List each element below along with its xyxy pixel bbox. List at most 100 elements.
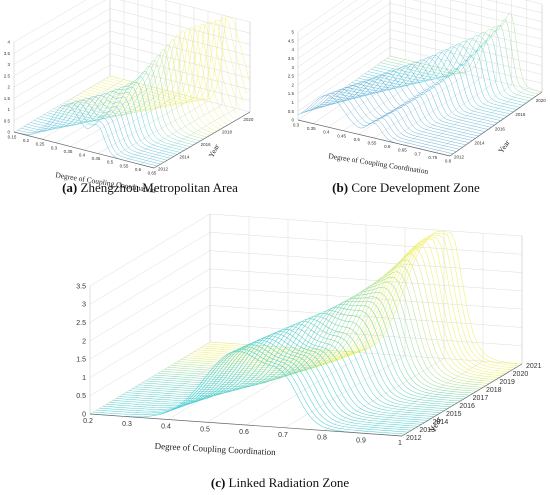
plot-group: 0.2 0.3 0.4 0.5 0.6 0.7 0.8 0.9 1201220132014201… [76,213,542,457]
surface-curve [135,318,448,410]
caption-c-text: Linked Radiation Zone [225,475,350,490]
grid-line [297,0,370,50]
caption-a-text: Zhengzhou Metropolitan Area [77,180,238,195]
surface-curve [102,342,416,429]
grid-line [89,250,211,323]
x-tick-label: 0.45 [337,133,346,138]
back-walls [89,213,523,437]
x-tick-label: 0.3 [51,145,58,150]
surface-curve [351,59,504,119]
z-tick-label: 3 [291,65,294,70]
grid-line [313,59,406,124]
z-tick-label: 0.5 [4,118,11,123]
x-tick-label: 0.4 [161,424,171,431]
surface-curve [304,91,457,152]
z-tick-label: 4.5 [288,38,295,43]
surface-curve [43,86,184,151]
surface-curve [355,57,508,117]
caption-b-letter: (b) [332,180,349,195]
z-tick-label: 2 [82,338,86,345]
x-axis-line [89,413,403,437]
x-tick-label: 0.6 [239,429,249,436]
y-axis-line [401,363,523,437]
grid-line [297,2,391,68]
surface-curve [128,323,441,413]
grid-line [13,42,111,99]
y-tick-label: 2019 [499,379,515,386]
y-tick-label: 2012 [158,167,169,172]
plot-group: 0.150.20.250.30.350.40.450.50.550.60.652… [4,0,254,195]
z-tick-label: 2.5 [4,73,11,78]
grid-line [297,0,345,33]
grid-line [125,104,223,162]
grid-line [297,11,391,77]
y-tick-label: 2014 [179,154,190,159]
surface-curve [80,30,221,130]
surface-curve [63,54,204,140]
grid-line [328,62,421,128]
grid-line [89,268,211,342]
grid-line [297,0,358,42]
chart-panel-b: 0.3 0.35 0.4 0.45 0.5 0.55 0.6 0.65 0.7 0.75 0.8 20… [278,0,550,185]
surface-curve [141,313,454,406]
grid-line [13,30,111,88]
grid-line [55,86,153,144]
x-tick-label: 0.65 [398,148,407,153]
grid-line [284,355,406,428]
surface-curve [100,21,241,110]
surface-curve [17,103,158,167]
caption-a: (a) Zhengzhou Metropolitan Area [30,180,270,196]
grid-line [27,79,125,136]
surface-curve [209,231,523,365]
surface-curve [358,54,511,115]
grid-line [89,232,211,305]
grid-line [111,100,209,158]
surface-curve [364,49,517,110]
y-tick-label: 2018 [222,129,233,134]
chart-a-svg: 0.150.20.250.30.350.40.450.50.550.60.652… [4,0,254,195]
surface-curve [177,265,490,384]
y-tick-label: 2016 [495,126,506,131]
surface-curve [119,331,432,419]
caption-b-text: Core Development Zone [348,180,480,195]
plot-group: 0.30.350.40.450.50.550.60.650.70.750.820… [288,0,546,176]
x-tick-label: 0.55 [368,141,377,146]
x-tick-label: 0.5 [200,426,210,433]
x-tick-label: 0.7 [278,432,288,439]
x-axis-line [13,131,155,169]
z-tick-label: 4 [7,40,10,45]
grid-line [404,80,497,146]
x-tick-label: 0.6 [384,144,391,149]
z-tick-label: 0 [7,130,10,135]
grid-line [419,84,512,150]
surface-curve [345,63,498,124]
surface-curve [301,93,454,155]
grid-line [13,0,87,43]
surface-curve [96,346,409,433]
grid-line [389,77,482,142]
surface-curve [196,238,510,372]
surface-curve [76,34,217,132]
x-tick-label: 0.3 [293,123,300,128]
grid-line [323,358,445,431]
z-tick-label: 3 [82,302,86,309]
z-tick-label: 3.5 [76,283,86,290]
z-tick-label: 1 [7,107,10,112]
grid-line [83,93,181,151]
surface-curve [370,43,524,106]
grid-line [297,38,391,103]
x-tick-label: 0.8 [445,159,452,164]
x-tick-label: 0.2 [83,418,93,425]
grid-line [13,75,111,133]
grid-line [297,20,391,86]
surface-curve [329,74,482,135]
x-tick-label: 1 [398,440,402,447]
z-tick-label: 0.5 [76,393,86,400]
y-axis-line [449,91,543,157]
x-axis-label: Degree of Coupling Coordination [154,441,276,457]
surface-curve [310,87,463,148]
axes: 0.2 0.3 0.4 0.5 0.6 0.7 0.8 0.9 1201220132014201… [76,283,541,457]
y-tick-label: 2014 [433,419,449,426]
x-tick-label: 0.25 [36,142,45,147]
surface-curve [47,81,188,149]
